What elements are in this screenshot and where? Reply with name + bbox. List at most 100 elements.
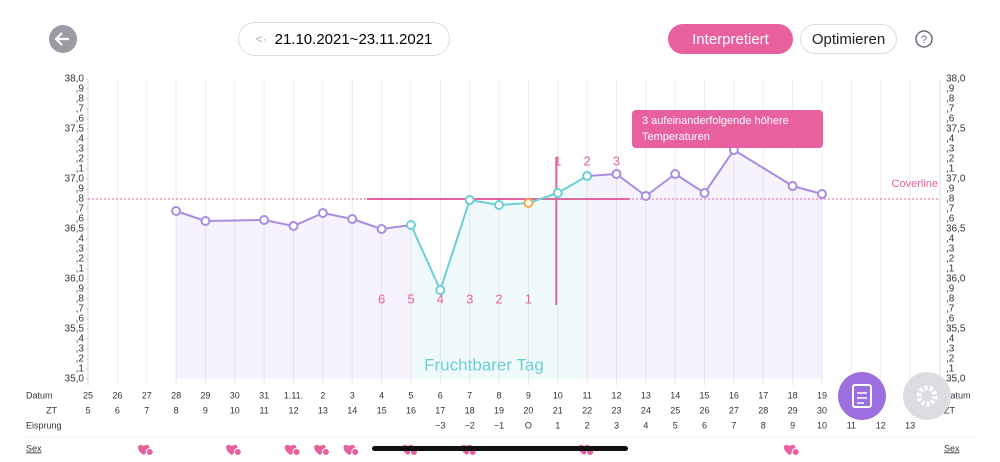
line-segment	[615, 173, 647, 197]
y-tick-label-right: ,7	[946, 104, 955, 115]
date-text: 21.10.2021~23.11.2021	[274, 30, 433, 48]
y-tick-label-right: 35,5	[946, 324, 966, 335]
line-segment	[439, 199, 471, 291]
y-tick-label-right: ,4	[946, 334, 955, 345]
point	[787, 181, 798, 191]
y-tick-label: ,9	[76, 184, 85, 195]
zt-label: 27	[729, 405, 739, 415]
area	[733, 150, 793, 379]
line-segment	[410, 224, 442, 291]
zt-label: 16	[406, 405, 416, 415]
line-segment	[645, 173, 676, 197]
date-label: 4	[379, 390, 384, 400]
y-tick-label: ,6	[76, 214, 85, 225]
date-label: 5	[408, 390, 413, 400]
y-tick-label-right: ,3	[946, 244, 955, 255]
area	[587, 174, 617, 379]
optimieren-button[interactable]: Optimieren	[800, 24, 897, 54]
eisprung-label: −3	[435, 420, 445, 430]
y-tick-label: ,3	[76, 344, 85, 355]
y-tick-label-right: 36,5	[946, 224, 966, 235]
zt-label: 13	[318, 405, 328, 415]
point	[405, 220, 416, 230]
zt-label: 22	[582, 405, 592, 415]
y-tick-label: ,1	[76, 364, 85, 375]
y-tick-label: ,4	[76, 134, 85, 145]
low-count: 6	[378, 291, 385, 306]
date-label: 31	[259, 390, 269, 400]
point	[611, 169, 622, 179]
home-indicator	[372, 446, 628, 451]
date-label: 8	[497, 390, 502, 400]
settings-button[interactable]	[903, 372, 951, 420]
eisprung-label: 12	[876, 420, 886, 430]
eisprung-label: 4	[643, 420, 648, 430]
area	[557, 176, 588, 379]
date-label: 25	[83, 390, 93, 400]
point	[523, 198, 534, 208]
coverline-label: Coverline	[892, 178, 938, 190]
y-tick-label-right: ,6	[946, 114, 955, 125]
area	[381, 225, 411, 379]
date-label: 1.11.	[284, 390, 303, 400]
low-count: 4	[437, 291, 444, 306]
low-count: 3	[466, 291, 473, 306]
y-tick-label-right: ,1	[946, 364, 955, 375]
date-range[interactable]: <· 21.10.2021~23.11.2021	[238, 22, 450, 56]
date-label: 15	[700, 390, 710, 400]
notes-icon	[852, 384, 872, 408]
low-count: 2	[495, 291, 502, 306]
line-segment	[557, 175, 588, 194]
y-tick-label: ,7	[76, 204, 85, 215]
area	[440, 200, 470, 379]
date-label: 6	[438, 390, 443, 400]
date-icon: <·	[255, 32, 267, 46]
y-tick-label: ,9	[76, 284, 85, 295]
zt-label: 10	[230, 405, 240, 415]
date-label: 29	[200, 390, 210, 400]
heart-badge	[791, 448, 800, 456]
point	[699, 188, 710, 198]
notes-button[interactable]	[838, 372, 886, 420]
y-tick-label: 36,0	[65, 274, 85, 285]
y-tick-label: ,4	[76, 334, 85, 345]
point	[494, 200, 505, 210]
sex-heart	[314, 444, 330, 456]
zt-label: 30	[817, 405, 827, 415]
date-label: 13	[641, 390, 651, 400]
y-tick-label: ,1	[76, 264, 85, 275]
date-label: 12	[611, 390, 621, 400]
high-count: 3	[613, 153, 620, 168]
y-tick-label: ,3	[76, 244, 85, 255]
zt-label: 25	[670, 405, 680, 415]
interpretiert-button[interactable]: Interpretiert	[668, 24, 793, 54]
eisprung-label: 11	[847, 420, 856, 430]
area	[264, 220, 294, 379]
eisprung-label: −2	[465, 420, 475, 430]
y-tick-label-right: ,3	[946, 144, 955, 155]
y-tick-label-right: ,9	[946, 184, 955, 195]
zt-label: 11	[259, 405, 268, 415]
date-label: 11	[582, 390, 591, 400]
y-tick-label-right: 38,0	[946, 74, 966, 85]
zt-label: 8	[174, 405, 179, 415]
date-label: 16	[729, 390, 739, 400]
y-tick-label-right: ,6	[946, 214, 955, 225]
line-segment	[733, 149, 794, 187]
point	[259, 215, 270, 225]
help-icon: ?	[921, 34, 927, 46]
help-button[interactable]	[915, 30, 933, 48]
y-tick-label: ,8	[76, 194, 85, 205]
zt-label: 20	[523, 405, 533, 415]
y-tick-label-right: ,4	[946, 134, 955, 145]
y-tick-label: ,4	[76, 234, 85, 245]
heart-badge	[145, 448, 154, 456]
eisprung-label: 7	[731, 420, 736, 430]
eisprung-label: −1	[494, 420, 504, 430]
date-label: 30	[230, 390, 240, 400]
zt-label: 15	[377, 405, 387, 415]
zt-label: 21	[553, 405, 563, 415]
zt-label: 28	[758, 405, 768, 415]
area	[528, 193, 558, 379]
